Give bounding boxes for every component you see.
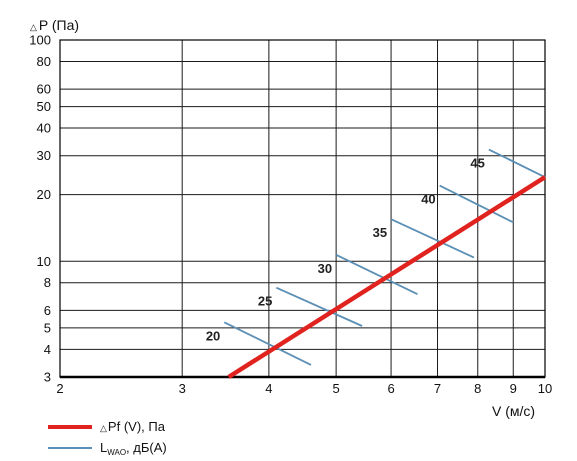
noise-level-label: 40 [421, 192, 435, 207]
x-tick-label: 3 [179, 381, 186, 396]
y-tick-label: 60 [37, 82, 51, 97]
x-tick-label: 7 [434, 381, 441, 396]
y-tick-labels: 3 4 5 6 8 10 20 30 40 50 60 80 100 [29, 33, 51, 385]
noise-level-line [439, 184, 514, 224]
y-tick-label: 8 [44, 275, 51, 290]
y-tick-label: 100 [29, 33, 51, 48]
noise-level-line [223, 321, 312, 366]
y-tick-label: 80 [37, 54, 51, 69]
legend-noise-label: LWAO, дБ(А) [100, 440, 167, 457]
x-tick-label: 6 [387, 381, 394, 396]
pressure-line [227, 175, 547, 379]
noise-level-line [335, 253, 418, 296]
noise-level-label: 35 [373, 225, 387, 240]
y-tick-label: 30 [37, 148, 51, 163]
grid [59, 39, 546, 379]
y-tick-label: 4 [44, 342, 51, 357]
legend-pressure-label: △Pf (V), Па [100, 419, 166, 434]
noise-level-label: 45 [470, 156, 484, 171]
x-tick-label: 5 [333, 381, 340, 396]
y-tick-label: 3 [44, 370, 51, 385]
noise-level-line [275, 286, 363, 327]
y-tick-label: 10 [37, 254, 51, 269]
x-tick-label: 10 [538, 381, 552, 396]
x-tick-labels: 2 3 4 5 6 7 8 9 10 [56, 381, 552, 396]
noise-level-lines: 20 25 30 35 40 45 [206, 148, 546, 366]
pressure-series [227, 175, 547, 379]
noise-level-label: 30 [318, 261, 332, 276]
y-axis-label: △ P (Па) [30, 17, 79, 33]
x-tick-label: 2 [56, 381, 63, 396]
x-axis-label: V (м/с) [492, 403, 535, 419]
y-tick-label: 5 [44, 320, 51, 335]
noise-level-line [488, 148, 546, 178]
noise-level-label: 20 [206, 328, 220, 343]
noise-level-label: 25 [258, 294, 272, 309]
y-tick-label: 40 [37, 121, 51, 136]
legend: △Pf (V), Па LWAO, дБ(А) [48, 419, 167, 457]
x-tick-label: 4 [265, 381, 272, 396]
x-tick-label: 9 [510, 381, 517, 396]
noise-level-line [390, 218, 475, 259]
plot-frame [59, 39, 546, 378]
x-tick-label: 8 [474, 381, 481, 396]
y-tick-label: 50 [37, 99, 51, 114]
y-tick-label: 6 [44, 303, 51, 318]
y-tick-label: 20 [37, 187, 51, 202]
